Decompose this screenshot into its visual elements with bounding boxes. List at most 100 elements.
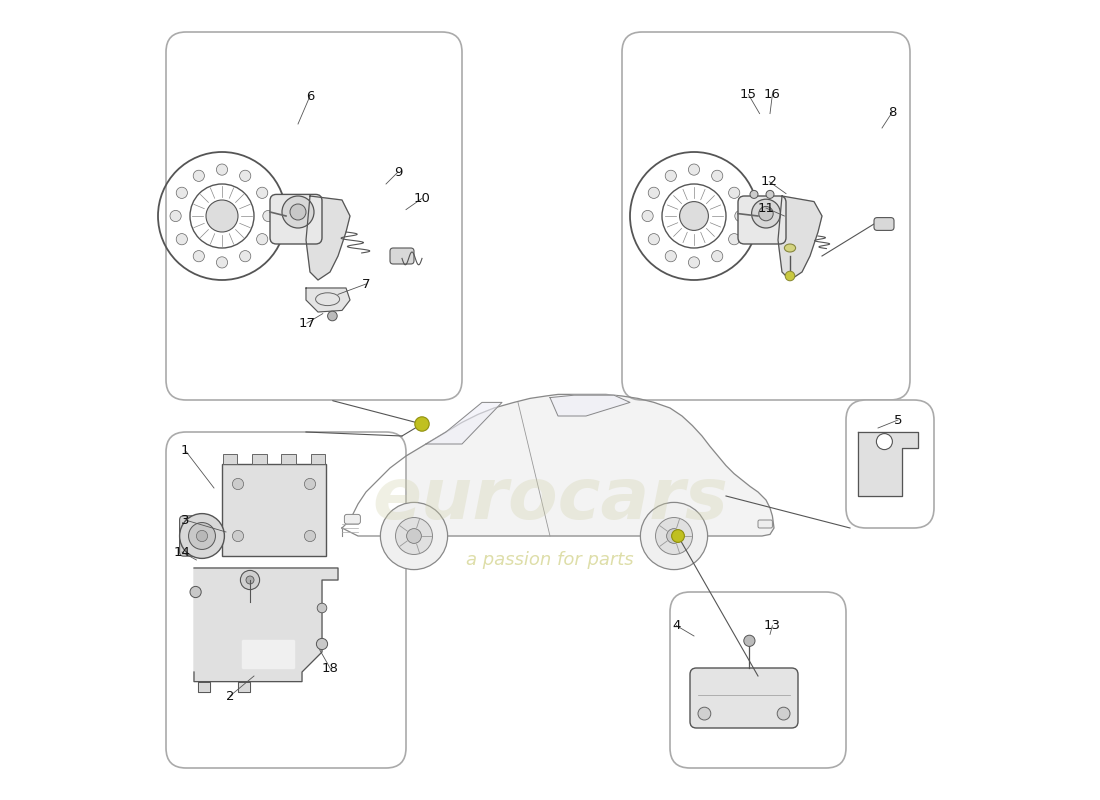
Circle shape (689, 164, 700, 175)
Text: 15: 15 (740, 88, 757, 101)
Circle shape (217, 164, 228, 175)
Text: 3: 3 (180, 514, 189, 526)
Circle shape (698, 707, 711, 720)
Circle shape (415, 417, 429, 431)
Circle shape (305, 478, 316, 490)
Circle shape (256, 187, 267, 198)
Circle shape (240, 170, 251, 182)
Polygon shape (242, 640, 294, 668)
Text: eurocars: eurocars (372, 466, 728, 534)
FancyBboxPatch shape (270, 194, 322, 244)
Polygon shape (550, 395, 630, 416)
Polygon shape (858, 432, 918, 496)
Text: a passion for parts: a passion for parts (466, 551, 634, 569)
Circle shape (751, 199, 780, 228)
Text: 13: 13 (763, 619, 781, 632)
Circle shape (877, 434, 892, 450)
Circle shape (667, 529, 681, 543)
Text: 12: 12 (761, 175, 778, 188)
Circle shape (317, 603, 327, 613)
FancyBboxPatch shape (670, 592, 846, 768)
Polygon shape (306, 288, 350, 312)
Circle shape (194, 250, 205, 262)
Ellipse shape (784, 244, 795, 252)
Circle shape (744, 635, 755, 646)
Circle shape (712, 170, 723, 182)
Circle shape (728, 234, 740, 245)
Circle shape (317, 638, 328, 650)
Text: 10: 10 (414, 192, 430, 205)
FancyBboxPatch shape (621, 32, 910, 400)
Circle shape (328, 311, 338, 321)
FancyBboxPatch shape (166, 32, 462, 400)
Circle shape (728, 187, 740, 198)
Circle shape (640, 502, 707, 570)
Polygon shape (238, 682, 250, 692)
FancyBboxPatch shape (390, 248, 414, 264)
Circle shape (689, 257, 700, 268)
Circle shape (176, 234, 187, 245)
Circle shape (282, 196, 314, 228)
Text: 17: 17 (298, 317, 316, 330)
Circle shape (666, 250, 676, 262)
Circle shape (778, 707, 790, 720)
FancyBboxPatch shape (846, 400, 934, 528)
Circle shape (680, 202, 708, 230)
Circle shape (246, 576, 254, 584)
Circle shape (194, 170, 205, 182)
FancyBboxPatch shape (223, 454, 238, 464)
FancyBboxPatch shape (738, 196, 786, 244)
Text: 4: 4 (672, 619, 681, 632)
Circle shape (240, 250, 251, 262)
FancyBboxPatch shape (344, 514, 361, 524)
Circle shape (206, 200, 238, 232)
Circle shape (750, 190, 758, 198)
Circle shape (188, 522, 216, 550)
Circle shape (179, 514, 224, 558)
Circle shape (712, 250, 723, 262)
Text: 6: 6 (306, 90, 315, 102)
Circle shape (648, 234, 659, 245)
Circle shape (305, 530, 316, 542)
FancyBboxPatch shape (179, 516, 207, 556)
Circle shape (666, 170, 676, 182)
Text: 16: 16 (764, 88, 781, 101)
Text: 14: 14 (174, 546, 190, 558)
FancyBboxPatch shape (252, 454, 266, 464)
Circle shape (648, 187, 659, 198)
Text: 5: 5 (893, 414, 902, 426)
Polygon shape (194, 568, 338, 682)
Circle shape (759, 206, 773, 221)
Polygon shape (426, 402, 502, 444)
Circle shape (256, 234, 267, 245)
Text: 18: 18 (321, 662, 339, 674)
FancyBboxPatch shape (874, 218, 894, 230)
Circle shape (217, 257, 228, 268)
FancyBboxPatch shape (282, 454, 296, 464)
Polygon shape (342, 394, 774, 536)
Circle shape (263, 210, 274, 222)
FancyBboxPatch shape (690, 668, 798, 728)
Circle shape (197, 530, 208, 542)
Polygon shape (306, 196, 350, 280)
Circle shape (735, 210, 746, 222)
Circle shape (381, 502, 448, 570)
Text: 8: 8 (888, 106, 896, 118)
Circle shape (396, 518, 432, 554)
Text: 9: 9 (394, 166, 403, 178)
Circle shape (232, 530, 243, 542)
Circle shape (170, 210, 182, 222)
Circle shape (642, 210, 653, 222)
Text: 11: 11 (758, 202, 774, 214)
Text: 7: 7 (362, 278, 371, 290)
Circle shape (766, 190, 774, 198)
Circle shape (190, 586, 201, 598)
Circle shape (241, 570, 260, 590)
FancyBboxPatch shape (166, 432, 406, 768)
Circle shape (176, 187, 187, 198)
FancyBboxPatch shape (758, 520, 772, 528)
Circle shape (672, 530, 684, 542)
FancyBboxPatch shape (311, 454, 326, 464)
FancyBboxPatch shape (222, 464, 326, 556)
Text: 1: 1 (180, 444, 189, 457)
